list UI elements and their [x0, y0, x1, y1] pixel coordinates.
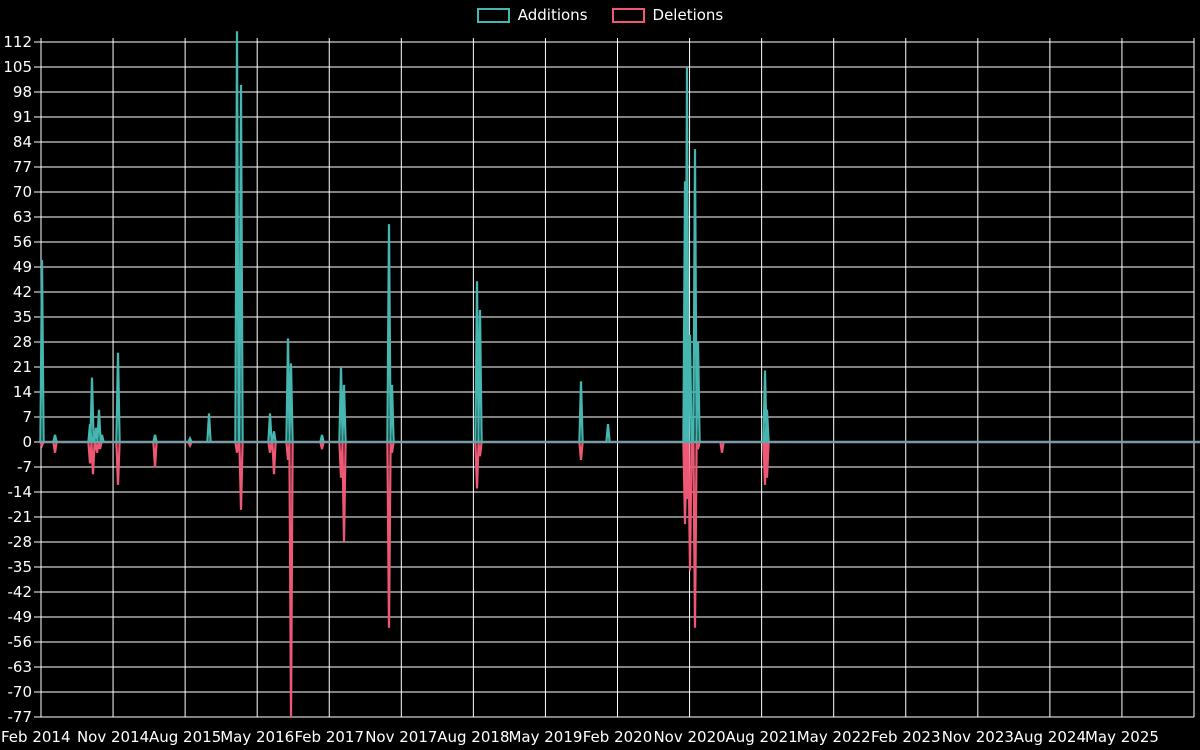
y-tick-label: -70	[8, 683, 33, 701]
x-tick-label: Aug 2018	[437, 728, 509, 746]
deletions-swatch-icon	[611, 7, 645, 23]
y-axis-tick-labels: 1121059891847770635649423528211470-7-14-…	[3, 33, 32, 726]
y-tick-label: 77	[13, 158, 32, 176]
x-tick-label: Nov 2023	[942, 728, 1014, 746]
y-tick-label: 63	[13, 208, 32, 226]
y-tick-label: 42	[13, 283, 32, 301]
y-tick-label: -14	[8, 483, 33, 501]
y-tick-label: 28	[13, 333, 32, 351]
y-tick-label: -77	[8, 708, 33, 726]
x-tick-label: Feb 2020	[583, 728, 653, 746]
deletions-series-line	[39, 441, 770, 718]
y-tick-label: 70	[13, 183, 32, 201]
y-tick-label: 91	[13, 108, 32, 126]
y-tick-label: -35	[8, 558, 33, 576]
y-tick-label: -56	[8, 633, 33, 651]
x-tick-label: Feb 2017	[295, 728, 365, 746]
x-tick-label: Feb 2023	[871, 728, 941, 746]
legend-additions-label: Additions	[517, 6, 588, 24]
x-tick-label: Nov 2017	[365, 728, 437, 746]
y-tick-label: -28	[8, 533, 33, 551]
additions-swatch-icon	[476, 7, 510, 23]
x-tick-label: Nov 2014	[77, 728, 149, 746]
legend-deletions-label: Deletions	[652, 6, 724, 24]
y-tick-label: 14	[13, 383, 32, 401]
y-tick-label: 0	[22, 433, 32, 451]
additions-series-line	[39, 31, 770, 443]
x-tick-label: May 2019	[508, 728, 582, 746]
x-tick-label: Aug 2015	[149, 728, 221, 746]
x-tick-label: May 2022	[797, 728, 871, 746]
y-tick-label: 7	[22, 408, 32, 426]
y-tick-label: -21	[8, 508, 33, 526]
y-tick-label: 105	[3, 58, 32, 76]
x-tick-label: Nov 2020	[653, 728, 725, 746]
y-tick-label: -49	[8, 608, 33, 626]
y-tick-label: -42	[8, 583, 33, 601]
y-tick-label: 98	[13, 83, 32, 101]
y-tick-label: 21	[13, 358, 32, 376]
y-tick-label: 56	[13, 233, 32, 251]
y-tick-label: -7	[17, 458, 32, 476]
legend-item-deletions[interactable]: Deletions	[611, 6, 724, 24]
x-tick-label: May 2016	[220, 728, 294, 746]
chart-legend: Additions Deletions	[0, 6, 1200, 24]
x-tick-label: Feb 2014	[1, 728, 71, 746]
x-tick-label: May 2025	[1085, 728, 1159, 746]
legend-item-additions[interactable]: Additions	[476, 6, 588, 24]
grid-lines	[34, 38, 1195, 718]
y-tick-label: 35	[13, 308, 32, 326]
y-tick-label: 84	[13, 133, 32, 151]
y-tick-label: -63	[8, 658, 33, 676]
x-tick-label: Aug 2024	[1014, 728, 1086, 746]
y-tick-label: 49	[13, 258, 32, 276]
x-tick-label: Aug 2021	[726, 728, 798, 746]
y-tick-label: 112	[3, 33, 32, 51]
